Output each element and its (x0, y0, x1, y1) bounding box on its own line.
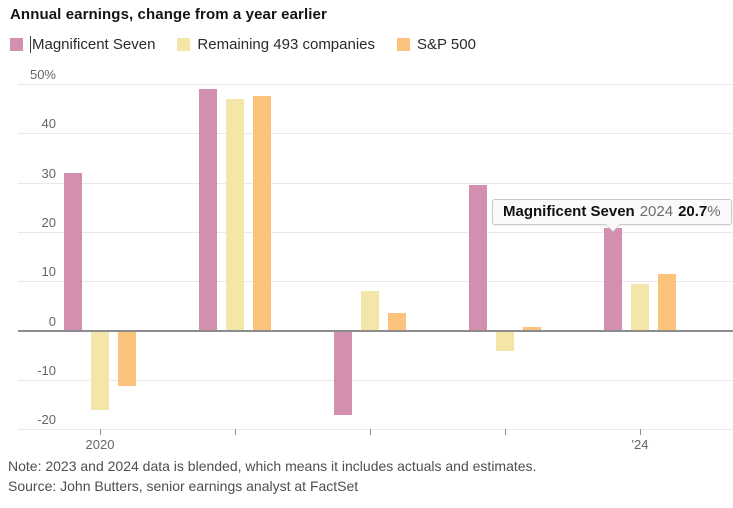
x-axis-tick (235, 429, 236, 436)
legend-label: S&P 500 (417, 36, 476, 53)
y-axis-label: 40 (41, 116, 56, 132)
legend-label: Remaining 493 companies (197, 36, 376, 53)
tooltip-value: 20.7 (678, 203, 708, 220)
x-axis-label: 2020 (85, 437, 115, 453)
gridline-20 (18, 231, 733, 233)
y-axis-label: 30 (41, 165, 56, 181)
y-axis-label: 50% (29, 67, 56, 82)
bar-s-p-500-2021[interactable] (253, 96, 271, 331)
bar-s-p-500-2024[interactable] (658, 273, 676, 331)
gridline-50 (18, 84, 733, 85)
bar-remaining-493-companies-2022[interactable] (361, 291, 379, 331)
bar-s-p-500-2020[interactable] (118, 331, 136, 386)
legend: Magnificent Seven Remaining 493 companies… (10, 36, 498, 53)
legend-item-magnificent-seven[interactable]: Magnificent Seven (10, 36, 155, 53)
bar-remaining-493-companies-2024[interactable] (631, 283, 649, 331)
bar-magnificent-seven-2024[interactable] (604, 228, 622, 331)
text-cursor-artifact (30, 36, 31, 53)
x-axis-tick (370, 429, 371, 436)
bar-remaining-493-companies-2021[interactable] (226, 98, 244, 331)
zero-axis-line (18, 329, 733, 332)
legend-item-s-p-500[interactable]: S&P 500 (397, 36, 476, 53)
legend-label: Magnificent Seven (32, 36, 156, 53)
x-axis-tick (100, 429, 101, 436)
legend-swatch-s-p-500 (397, 38, 411, 51)
tooltip-year: 2024 (639, 203, 674, 220)
bar-magnificent-seven-2022[interactable] (334, 331, 352, 416)
source-text: Source: John Butters, senior earnings an… (8, 478, 359, 494)
legend-item-remaining-493-companies[interactable]: Remaining 493 companies (177, 36, 375, 53)
tooltip-series-label: Magnificent Seven (503, 203, 635, 220)
gridline-30 (18, 182, 733, 184)
y-axis-label: -10 (37, 362, 56, 378)
bar-remaining-493-companies-2023[interactable] (496, 331, 514, 352)
note-text: Note: 2023 and 2024 data is blended, whi… (8, 458, 537, 474)
x-axis-label: '24 (631, 437, 649, 453)
gridline-10 (18, 281, 733, 283)
chart-title: Annual earnings, change from a year earl… (10, 6, 327, 23)
bar-magnificent-seven-2021[interactable] (199, 88, 217, 331)
y-axis-label: 10 (41, 264, 56, 280)
x-axis-tick (640, 429, 641, 436)
y-axis-label: 20 (41, 214, 56, 230)
tooltip-percent-sign: % (707, 203, 721, 220)
y-axis-label: -20 (37, 412, 56, 428)
y-axis-label: 0 (48, 313, 56, 329)
bar-s-p-500-2023[interactable] (523, 327, 541, 331)
bar-s-p-500-2022[interactable] (388, 313, 406, 331)
bar-remaining-493-companies-2020[interactable] (91, 331, 109, 411)
bar-magnificent-seven-2020[interactable] (64, 172, 82, 331)
gridline--20 (18, 429, 733, 431)
gridline-40 (18, 133, 733, 135)
legend-swatch-remaining-493-companies (177, 38, 191, 51)
tooltip-arrow-fill (605, 222, 621, 231)
gridline--10 (18, 379, 733, 381)
legend-swatch-magnificent-seven (10, 38, 23, 51)
x-axis-tick (505, 429, 506, 436)
bar-magnificent-seven-2023[interactable] (469, 185, 487, 331)
tooltip: Magnificent Seven 2024 20.7 % (492, 199, 732, 232)
